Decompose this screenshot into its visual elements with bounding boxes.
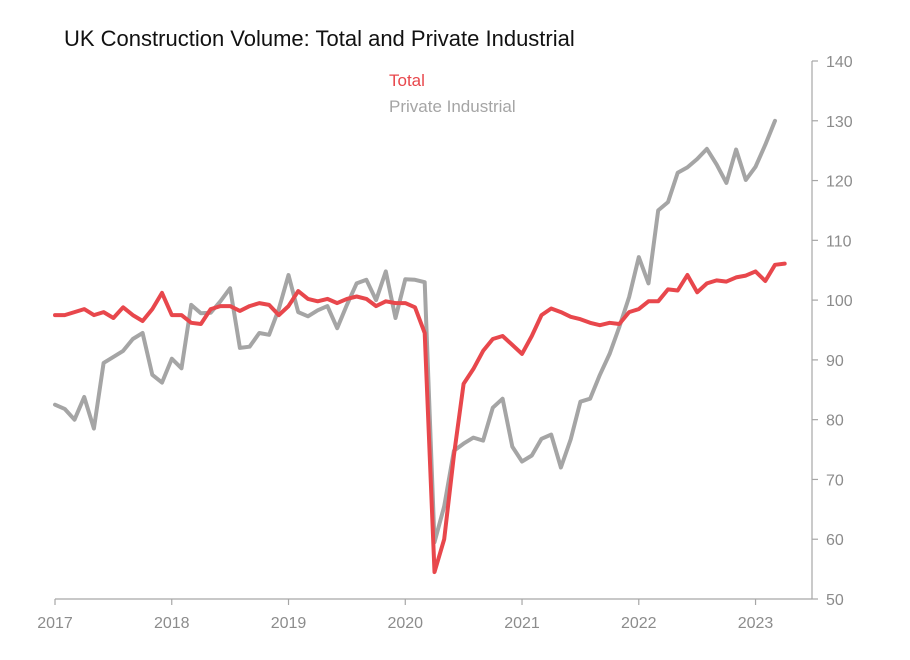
legend-entry-private-industrial: Private Industrial — [389, 97, 516, 116]
y-tick-label: 80 — [826, 413, 844, 430]
x-tick-label: 2021 — [504, 615, 540, 632]
y-axis-ticks: 50 60 70 80 90 100 110 120 130 140 — [812, 54, 853, 609]
series-line-private-industrial — [53, 118, 777, 545]
legend-entry-total: Total — [389, 71, 425, 90]
x-tick-label: 2017 — [37, 615, 73, 632]
x-axis-ticks: 2017 2018 2019 2020 2021 2022 2023 — [37, 599, 773, 632]
y-tick-label: 90 — [826, 353, 844, 370]
y-tick-label: 130 — [826, 114, 853, 131]
chart-title: UK Construction Volume: Total and Privat… — [64, 26, 575, 51]
x-tick-label: 2018 — [154, 615, 190, 632]
x-tick-label: 2023 — [738, 615, 774, 632]
y-tick-label: 60 — [826, 532, 844, 549]
y-tick-label: 70 — [826, 472, 844, 489]
y-tick-label: 140 — [826, 54, 853, 71]
legend: Total Private Industrial — [389, 71, 516, 116]
x-tick-label: 2019 — [271, 615, 307, 632]
x-tick-label: 2020 — [387, 615, 423, 632]
series-line-total — [53, 261, 787, 575]
x-tick-label: 2022 — [621, 615, 657, 632]
y-tick-label: 50 — [826, 592, 844, 609]
y-tick-label: 100 — [826, 293, 853, 310]
series-layer — [53, 118, 787, 575]
y-tick-label: 110 — [826, 233, 852, 250]
y-tick-label: 120 — [826, 174, 853, 191]
